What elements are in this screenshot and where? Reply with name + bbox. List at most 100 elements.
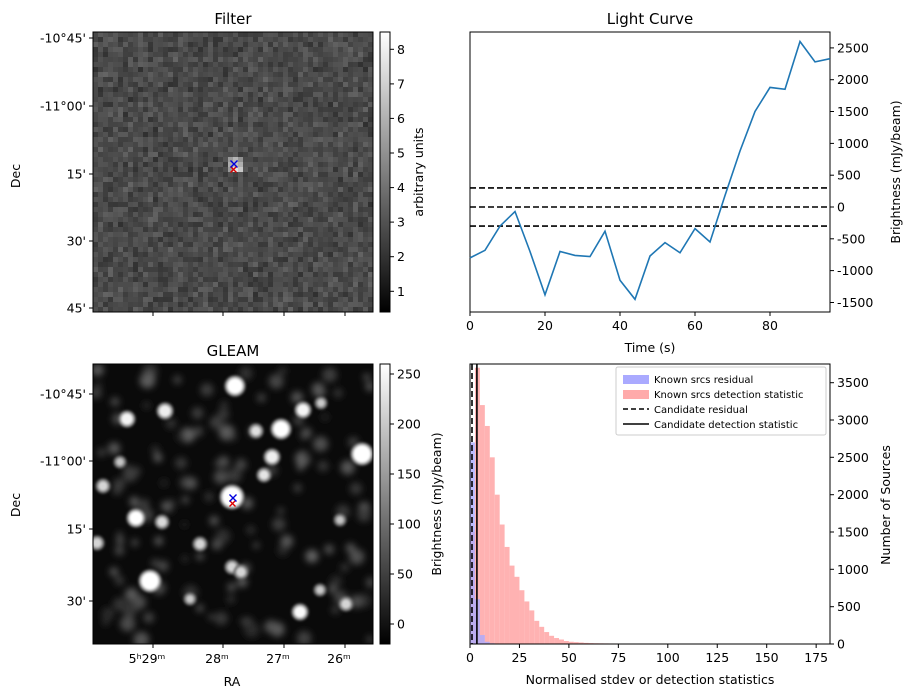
filter-pixel	[228, 227, 234, 233]
filter-pixel	[148, 222, 154, 228]
filter-pixel	[298, 277, 304, 283]
filter-pixel	[273, 272, 279, 278]
gleam-title: GLEAM	[207, 342, 260, 360]
filter-pixel	[138, 282, 144, 288]
filter-pixel	[118, 132, 124, 138]
filter-pixel	[128, 107, 134, 113]
filter-pixel	[178, 277, 184, 283]
filter-pixel	[98, 237, 104, 243]
filter-pixel	[238, 32, 244, 38]
filter-pixel	[328, 167, 334, 173]
filter-pixel	[313, 52, 319, 58]
filter-pixel	[193, 252, 199, 258]
filter-pixel	[203, 242, 209, 248]
filter-pixel	[153, 222, 159, 228]
filter-pixel	[353, 127, 359, 133]
filter-pixel	[173, 202, 179, 208]
filter-pixel	[193, 67, 199, 73]
filter-pixel	[138, 77, 144, 83]
filter-pixel	[123, 132, 129, 138]
filter-pixel	[128, 232, 134, 238]
filter-pixel	[358, 72, 364, 78]
filter-pixel	[338, 212, 344, 218]
detection-bar	[578, 642, 584, 644]
filter-ytick-label: 45'	[67, 301, 86, 316]
filter-pixel	[268, 37, 274, 43]
filter-pixel	[98, 47, 104, 53]
filter-pixel	[153, 67, 159, 73]
filter-pixel	[253, 42, 259, 48]
filter-pixel	[223, 107, 229, 113]
filter-pixel	[208, 237, 214, 243]
filter-pixel	[308, 262, 314, 268]
filter-pixel	[143, 32, 149, 38]
filter-pixel	[238, 207, 244, 213]
filter-pixel	[148, 107, 154, 113]
filter-pixel	[353, 237, 359, 243]
filter-pixel	[228, 287, 234, 293]
filter-pixel	[153, 97, 159, 103]
filter-pixel	[238, 112, 244, 118]
filter-pixel	[288, 262, 294, 268]
filter-pixel	[143, 47, 149, 53]
filter-pixel	[113, 272, 119, 278]
filter-pixel	[113, 57, 119, 63]
filter-pixel	[333, 277, 339, 283]
filter-pixel	[103, 167, 109, 173]
filter-pixel	[273, 37, 279, 43]
filter-pixel	[203, 207, 209, 213]
filter-pixel	[248, 167, 254, 173]
filter-pixel	[303, 257, 309, 263]
filter-pixel	[213, 227, 219, 233]
filter-pixel	[118, 157, 124, 163]
filter-pixel	[93, 107, 99, 113]
filter-pixel	[248, 42, 254, 48]
filter-pixel	[223, 82, 229, 88]
filter-pixel	[308, 112, 314, 118]
filter-pixel	[323, 102, 329, 108]
filter-pixel	[293, 282, 299, 288]
filter-pixel	[223, 187, 229, 193]
filter-pixel	[108, 152, 114, 158]
filter-pixel	[98, 32, 104, 38]
filter-pixel	[118, 162, 124, 168]
filter-pixel	[108, 142, 114, 148]
filter-pixel	[368, 187, 373, 193]
filter-pixel	[198, 212, 204, 218]
filter-pixel	[293, 122, 299, 128]
filter-pixel	[343, 217, 349, 223]
filter-pixel	[358, 247, 364, 253]
filter-pixel	[313, 47, 319, 53]
filter-pixel	[103, 122, 109, 128]
filter-pixel	[238, 152, 244, 158]
filter-pixel	[103, 177, 109, 183]
filter-pixel	[203, 267, 209, 273]
filter-pixel	[348, 52, 354, 58]
filter-pixel	[323, 252, 329, 258]
filter-pixel	[228, 217, 234, 223]
filter-pixel	[268, 272, 274, 278]
filter-pixel	[298, 287, 304, 293]
filter-pixel	[128, 72, 134, 78]
filter-pixel	[128, 267, 134, 273]
filter-pixel	[93, 67, 99, 73]
filter-pixel	[223, 92, 229, 98]
filter-pixel	[128, 57, 134, 63]
filter-pixel	[353, 62, 359, 68]
filter-pixel	[298, 207, 304, 213]
filter-pixel	[188, 212, 194, 218]
gleam-noise-blob	[349, 482, 362, 495]
filter-pixel	[208, 202, 214, 208]
filter-pixel	[203, 237, 209, 243]
filter-pixel	[323, 307, 329, 312]
detection-bar	[484, 425, 490, 644]
gleam-noise-blob	[272, 517, 286, 531]
filter-pixel	[298, 57, 304, 63]
filter-pixel	[193, 147, 199, 153]
filter-pixel	[173, 237, 179, 243]
filter-pixel	[353, 177, 359, 183]
filter-pixel	[313, 277, 319, 283]
filter-pixel	[238, 227, 244, 233]
filter-pixel	[123, 222, 129, 228]
filter-pixel	[308, 282, 314, 288]
